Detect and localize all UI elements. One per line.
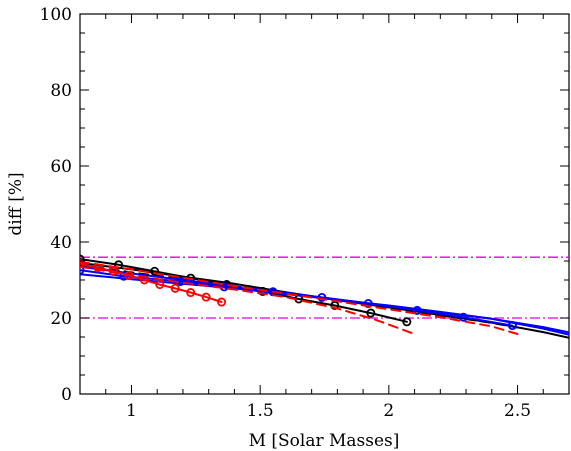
y-tick-label: 100 (40, 5, 72, 25)
data-point (217, 297, 227, 307)
y-tick-label: 40 (50, 233, 72, 253)
x-tick-label: 1 (126, 401, 137, 421)
data-point (458, 312, 468, 322)
x-tick-label: 1.5 (247, 401, 274, 421)
data-point (402, 317, 412, 327)
data-point (366, 308, 376, 318)
series-line (80, 260, 519, 335)
x-tick-label: 2 (383, 401, 394, 421)
series-line (80, 265, 416, 335)
y-tick-label: 60 (50, 157, 72, 177)
data-point (170, 283, 180, 293)
y-tick-label: 80 (50, 81, 72, 101)
y-tick-label: 20 (50, 309, 72, 329)
series-line (80, 265, 569, 336)
series-line (80, 262, 223, 303)
y-axis-title: diff [%] (6, 172, 26, 235)
x-axis-title: M [Solar Masses] (249, 431, 400, 451)
x-tick-label: 2.5 (504, 401, 531, 421)
y-tick-label: 0 (61, 385, 72, 405)
data-point (155, 280, 165, 290)
data-point (201, 292, 211, 302)
data-point (186, 288, 196, 298)
plot-frame (79, 13, 570, 395)
